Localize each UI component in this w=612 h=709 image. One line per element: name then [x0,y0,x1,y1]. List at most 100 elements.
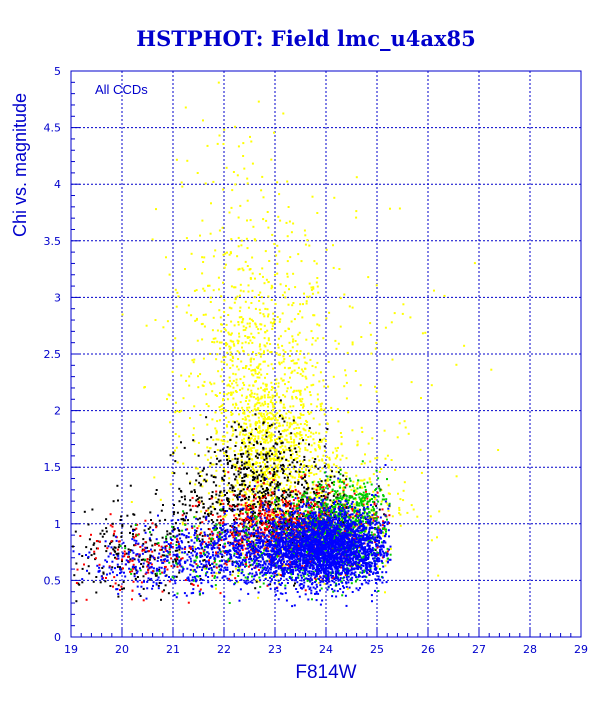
data-point [197,375,199,378]
data-point [249,437,252,440]
data-point [278,320,281,323]
data-point [323,445,326,448]
data-point [287,521,290,524]
data-point [198,481,201,484]
data-point [230,467,233,469]
data-point [421,332,424,335]
data-point [319,405,322,408]
data-point [430,384,433,387]
data-point [362,555,365,558]
data-point [254,421,257,424]
data-point [237,358,240,360]
data-point [287,488,290,491]
data-point [271,233,274,236]
data-point [251,479,254,482]
data-point [313,492,316,495]
data-point [185,472,188,475]
data-point [353,503,356,506]
data-point [310,403,313,406]
data-point [247,511,250,514]
data-point [233,519,235,521]
data-point [271,402,274,404]
data-point [335,532,338,535]
data-point [303,490,306,493]
data-point [283,420,286,423]
data-point [239,453,242,456]
data-point [258,376,261,379]
data-point [153,549,156,552]
data-point [308,412,311,415]
data-point [140,563,143,565]
data-point [307,436,310,438]
data-point [229,379,231,382]
data-point [163,560,166,563]
data-point [115,552,118,555]
data-point [199,373,202,376]
data-point [101,567,104,569]
data-point [230,340,233,343]
data-point [331,506,334,509]
data-point [274,474,276,477]
data-point [326,496,329,499]
data-point [272,453,275,456]
data-point [202,357,205,360]
data-point [436,536,438,539]
data-point [174,433,177,435]
data-point [344,471,347,474]
data-point [303,486,306,489]
data-point [219,316,222,319]
data-point [278,363,281,366]
data-point [285,501,288,504]
data-point [258,495,261,498]
data-point [344,530,346,533]
data-point [111,566,114,569]
data-point [269,472,272,475]
data-point [279,424,282,427]
data-point [154,543,157,546]
data-point [309,358,312,361]
data-point [356,481,359,484]
data-point [249,487,252,490]
data-point [247,353,250,356]
data-point [242,381,245,384]
data-point [123,587,125,590]
data-point [262,404,265,407]
data-point [376,546,379,549]
data-point [274,417,277,420]
data-point [247,342,250,345]
data-point [273,405,276,408]
data-point [265,447,268,450]
data-point [251,463,254,466]
data-point [237,453,240,455]
data-point [222,518,225,521]
data-point [262,360,265,363]
data-point [317,581,320,584]
data-point [215,463,218,466]
data-point [370,509,373,512]
data-point [270,299,273,301]
data-point [319,371,322,374]
data-point [384,591,386,594]
data-point [93,552,96,555]
data-point [281,415,284,417]
data-point [349,531,352,534]
data-point [307,411,310,414]
data-point [302,535,305,538]
data-point [277,353,280,356]
data-point [239,510,242,513]
data-point [273,459,276,462]
data-point [232,570,234,573]
data-point [299,373,302,376]
data-point [222,143,225,145]
data-point [260,430,263,433]
data-point [278,425,280,428]
data-point [202,550,205,553]
data-point [285,458,288,461]
data-point [268,484,271,487]
data-point [259,465,262,468]
data-point [314,465,317,468]
data-point [342,487,345,489]
data-point [336,493,339,496]
data-point [275,485,278,488]
data-point [247,453,250,456]
